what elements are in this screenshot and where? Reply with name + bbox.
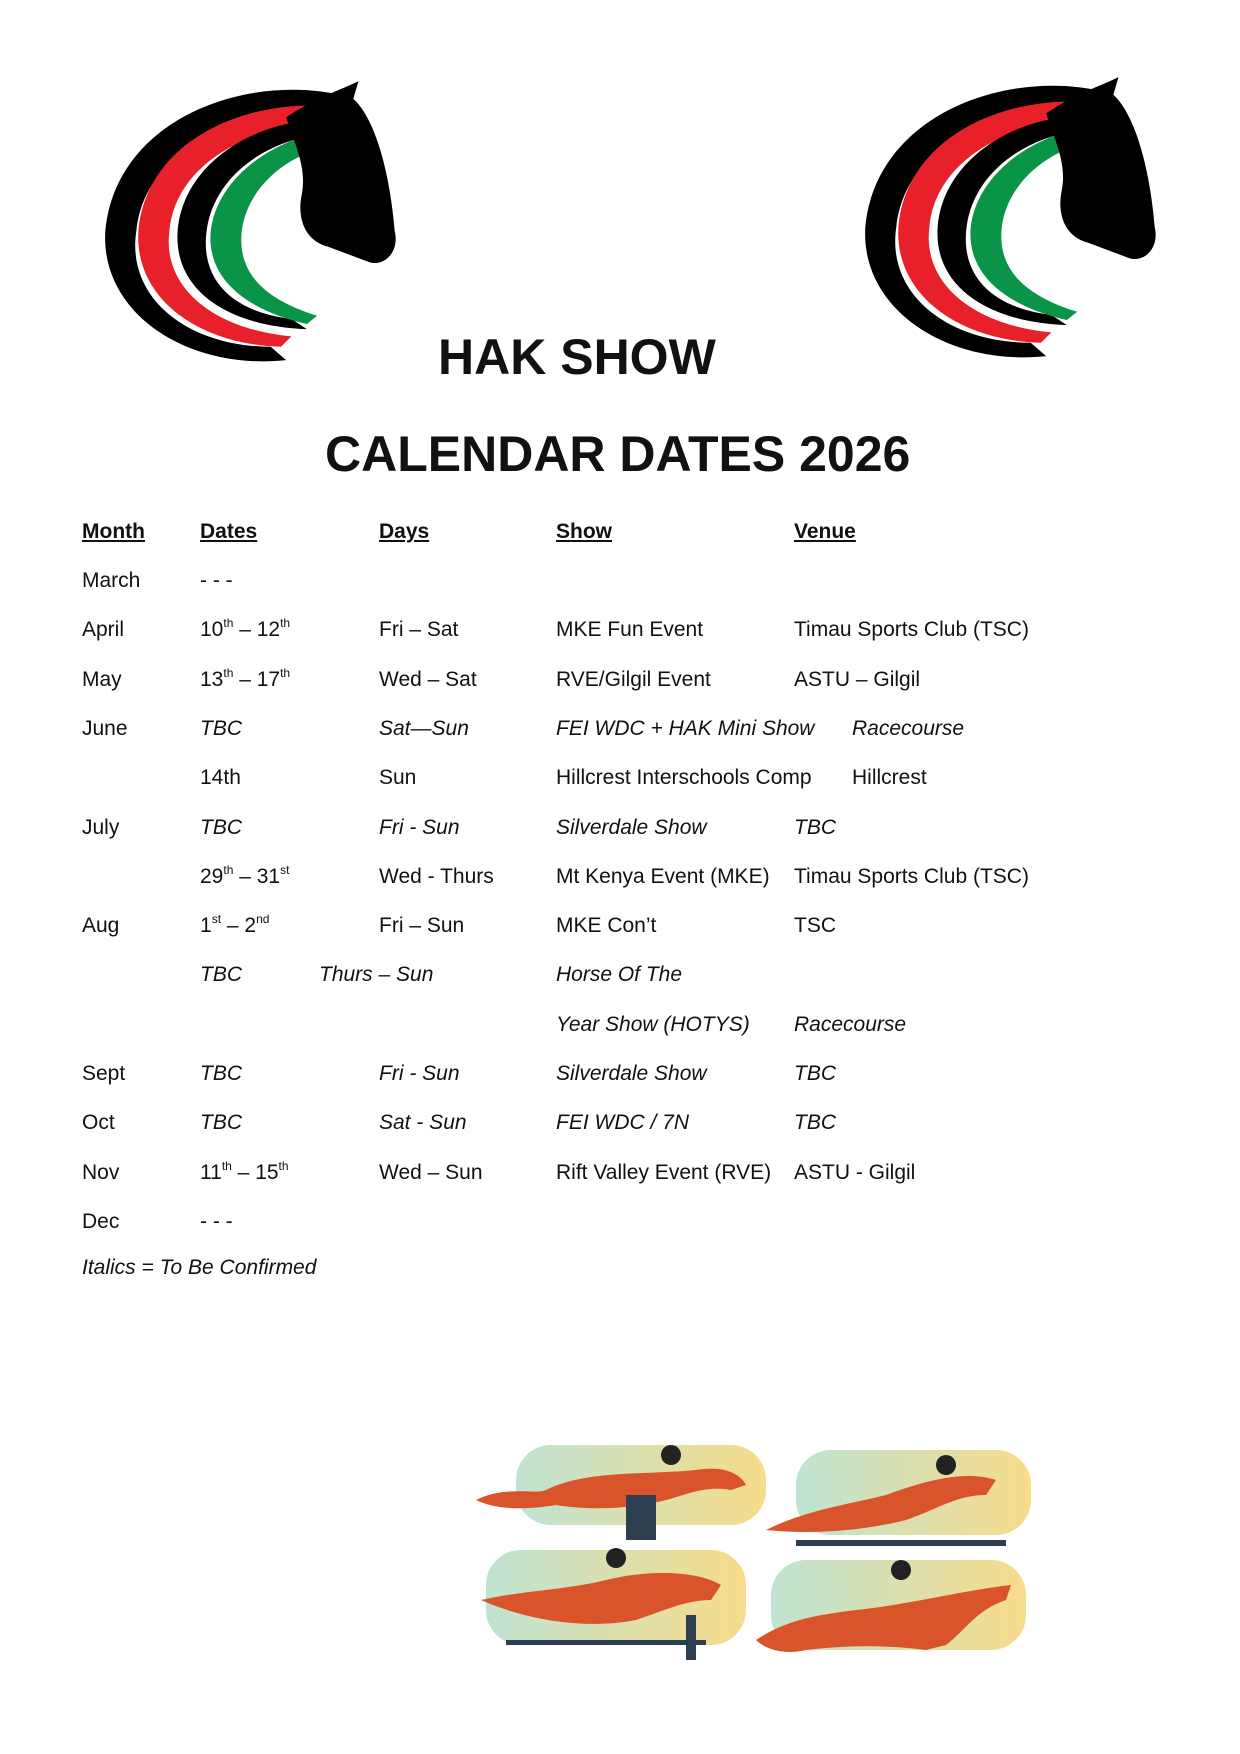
row-venue: Racecourse [852, 717, 965, 740]
date-part: th [278, 1159, 289, 1173]
date-part: – [221, 914, 245, 937]
row-show: Mt Kenya Event (MKE) [556, 865, 770, 888]
row-days: Fri - Sun [379, 816, 460, 839]
date-part: th [223, 666, 234, 680]
show-jumping-illustrations [476, 1445, 1031, 1660]
row-venue: ASTU - Gilgil [794, 1161, 916, 1184]
row-dates: TBC [200, 816, 242, 839]
row-dates: 11th – 15th [200, 1160, 289, 1186]
row-dates: 1st – 2nd [200, 913, 269, 939]
date-part: – [233, 618, 257, 641]
row-venue: ASTU – Gilgil [794, 668, 921, 691]
date-part: st [211, 912, 222, 926]
date-part: th [223, 616, 234, 630]
row-days: Fri – Sun [379, 914, 465, 937]
row-dates: TBC [200, 717, 242, 740]
row-show: Horse Of The [556, 963, 683, 986]
date-part: – [233, 668, 257, 691]
row-dates: 13th – 17th [200, 667, 290, 693]
jumping-horse-image-3 [481, 1548, 746, 1660]
row-month: Nov [82, 1161, 120, 1184]
jumping-horse-image-2 [766, 1450, 1031, 1546]
horse-logo-right [865, 77, 1156, 358]
date-part: th [221, 1159, 232, 1173]
date-part: 1 [200, 914, 212, 937]
row-dates: TBC [200, 963, 242, 986]
date-part: th [280, 616, 291, 630]
row-show: FEI WDC / 7N [556, 1111, 690, 1134]
row-venue: Timau Sports Club (TSC) [794, 618, 1029, 641]
row-month: Aug [82, 914, 120, 937]
row-dates: 10th – 12th [200, 617, 290, 643]
row-days: Sun [379, 766, 417, 789]
date-part: – [231, 1161, 256, 1184]
date-part: – [233, 865, 257, 888]
date-part: 31 [256, 865, 281, 888]
header-days: Days [379, 520, 430, 543]
row-show: MKE Fun Event [556, 618, 704, 641]
row-month: July [82, 816, 120, 839]
header-month: Month [82, 520, 145, 543]
footnote: Italics = To Be Confirmed [82, 1256, 317, 1279]
row-show: Silverdale Show [556, 816, 707, 839]
horse-logo-left [105, 81, 396, 362]
date-part: th [223, 863, 234, 877]
date-part: 15 [255, 1161, 279, 1184]
row-month: Sept [82, 1062, 126, 1085]
row-days: Wed – Sun [379, 1161, 483, 1184]
row-venue: TBC [794, 1062, 836, 1085]
row-days: Thurs – Sun [319, 963, 434, 986]
jumping-horse-image-4 [756, 1560, 1026, 1652]
row-show: FEI WDC + HAK Mini Show [556, 717, 815, 740]
date-part: 10 [200, 618, 224, 641]
date-part: th [280, 666, 291, 680]
row-show: Hillcrest Interschools Comp [556, 766, 812, 789]
row-dates: 29th – 31st [200, 864, 289, 890]
row-venue: TSC [794, 914, 836, 937]
header-show: Show [556, 520, 612, 543]
row-days: Sat - Sun [379, 1111, 467, 1134]
date-part: 13 [200, 668, 224, 691]
row-month: June [82, 717, 128, 740]
row-dates: 14th [200, 766, 241, 789]
row-venue: TBC [794, 1111, 836, 1134]
row-venue: Timau Sports Club (TSC) [794, 865, 1029, 888]
row-days: Wed – Sat [379, 668, 477, 691]
row-venue: TBC [794, 816, 836, 839]
row-dates: - - - [200, 1210, 233, 1233]
header-dates: Dates [200, 520, 258, 543]
date-part: 17 [256, 668, 281, 691]
date-part: 11 [200, 1161, 222, 1184]
row-days: Fri – Sat [379, 618, 459, 641]
row-dates: TBC [200, 1111, 242, 1134]
jumping-horse-image-1 [476, 1445, 766, 1540]
row-dates: - - - [200, 569, 233, 592]
row-show: MKE Con’t [556, 914, 657, 937]
row-month: May [82, 668, 122, 691]
page-title: HAK SHOW [438, 329, 716, 385]
row-show: Rift Valley Event (RVE) [556, 1161, 772, 1184]
page-subtitle: CALENDAR DATES 2026 [325, 426, 911, 482]
row-days: Wed - Thurs [379, 865, 494, 888]
date-part: st [280, 863, 290, 877]
date-part: nd [256, 912, 270, 926]
row-show: Year Show (HOTYS) [556, 1013, 750, 1036]
row-dates: TBC [200, 1062, 242, 1085]
row-days: Sat—Sun [379, 717, 469, 740]
row-month: Oct [82, 1111, 115, 1134]
date-part: 12 [256, 618, 281, 641]
row-show: Silverdale Show [556, 1062, 707, 1085]
row-days: Fri - Sun [379, 1062, 460, 1085]
row-month: Dec [82, 1210, 120, 1233]
date-part: 2 [244, 914, 257, 937]
header-venue: Venue [794, 520, 856, 543]
date-part: 29 [200, 865, 224, 888]
row-venue: Hillcrest [852, 766, 927, 789]
row-show: RVE/Gilgil Event [556, 668, 711, 691]
row-month: April [82, 618, 125, 641]
row-month: March [82, 569, 141, 592]
row-venue: Racecourse [794, 1013, 907, 1036]
